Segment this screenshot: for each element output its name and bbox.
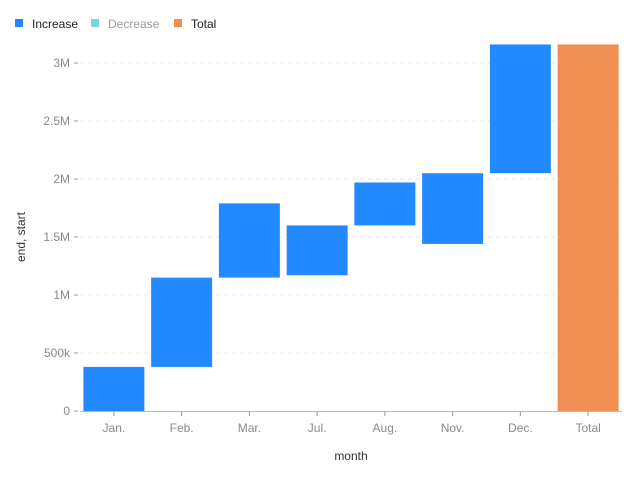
y-tick-label: 500k <box>44 346 71 360</box>
x-tick-label: Total <box>575 421 600 435</box>
y-tick-label: 0 <box>63 404 70 418</box>
x-axis: Jan. Feb. Mar. Jul. Aug. Nov. Dec. Total <box>80 411 622 435</box>
legend-label-total[interactable]: Total <box>191 17 216 31</box>
y-axis: 0 500k 1M 1.5M 2M 2.5M 3M <box>43 56 78 418</box>
bar-mar[interactable] <box>218 203 280 278</box>
y-tick-label: 2M <box>53 172 70 186</box>
bar-aug[interactable] <box>354 182 416 226</box>
x-tick-label: Jul. <box>308 421 327 435</box>
x-tick-label: Feb. <box>170 421 194 435</box>
legend-label-increase[interactable]: Increase <box>32 17 78 31</box>
y-tick-label: 1M <box>53 288 70 302</box>
legend-swatch-increase[interactable] <box>15 19 23 27</box>
x-tick-label: Aug. <box>373 421 398 435</box>
bars <box>83 44 619 411</box>
legend-swatch-total[interactable] <box>174 19 182 27</box>
bar-nov[interactable] <box>422 173 484 244</box>
bar-feb[interactable] <box>151 277 213 367</box>
bar-total[interactable] <box>557 44 619 411</box>
y-tick-label: 3M <box>53 56 70 70</box>
legend-swatch-decrease[interactable] <box>91 19 99 27</box>
x-tick-label: Dec. <box>508 421 533 435</box>
bar-jul[interactable] <box>286 225 348 276</box>
x-tick-label: Mar. <box>238 421 261 435</box>
bar-jan[interactable] <box>83 366 145 411</box>
y-tick-label: 2.5M <box>43 114 70 128</box>
bar-dec[interactable] <box>489 44 551 174</box>
y-tick-label: 1.5M <box>43 230 70 244</box>
y-axis-title: end, start <box>14 211 28 262</box>
x-tick-label: Nov. <box>441 421 465 435</box>
legend: Increase Decrease Total <box>15 17 216 31</box>
legend-label-decrease[interactable]: Decrease <box>108 17 160 31</box>
x-tick-label: Jan. <box>103 421 126 435</box>
x-axis-title: month <box>334 449 367 463</box>
